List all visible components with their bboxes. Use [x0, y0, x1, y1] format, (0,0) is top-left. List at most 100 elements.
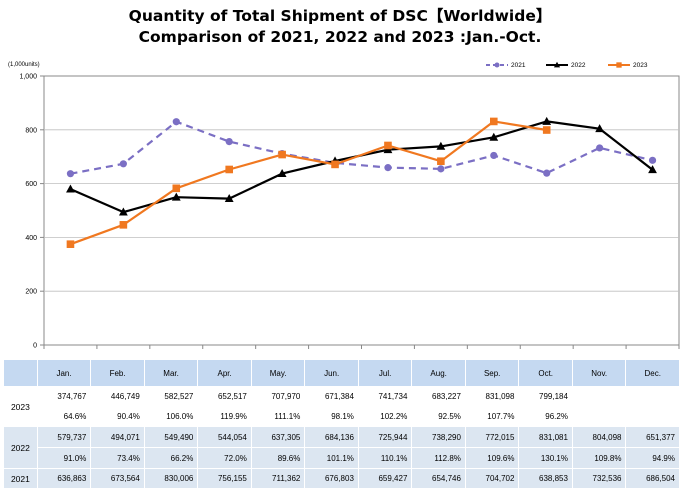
data-point-2021: [119, 160, 127, 168]
yoy-cell: 106.0%: [143, 406, 199, 427]
data-point-2022: [66, 184, 75, 193]
data-point-2022: [542, 116, 552, 125]
yoy-cell: [625, 406, 680, 427]
yoy-cell: 107.7%: [464, 406, 520, 427]
units-cell: 636,863: [36, 468, 92, 489]
month-header: Jul.: [357, 359, 413, 387]
data-point-2021: [596, 144, 604, 152]
month-header: Jun.: [304, 359, 359, 387]
units-cell: 579,737: [36, 426, 92, 448]
data-point-2021: [543, 169, 551, 177]
data-point-2022: [118, 207, 128, 216]
data-point-2023: [278, 150, 286, 159]
legend-marker: [553, 61, 561, 68]
data-point-2021: [437, 165, 445, 173]
units-cell: 725,944: [357, 426, 413, 448]
data-point-2022: [595, 124, 605, 133]
units-cell: 637,305: [250, 426, 306, 448]
yoy-cell: 90.4%: [90, 406, 145, 427]
units-cell: 831,081: [518, 426, 573, 448]
legend-item-2023: 2023: [608, 62, 648, 69]
legend-marker: [616, 62, 622, 68]
yoy-cell: [571, 406, 627, 427]
units-cell: 544,054: [197, 426, 252, 448]
month-header: Mar.: [143, 359, 199, 387]
units-cell: 673,564: [90, 468, 145, 489]
month-header: Sep.: [464, 359, 520, 387]
units-cell: 704,702: [464, 468, 520, 489]
yoy-cell: 119.9%: [197, 406, 252, 427]
y-tick-label: 1,000: [19, 74, 37, 81]
units-cell: 756,155: [197, 468, 252, 489]
title-line-1: Quantity of Total Shipment of DSC【Worldw…: [128, 7, 552, 25]
data-point-2023: [384, 141, 392, 150]
table-row: 91.0% 73.4% 66.2% 72.0% 89.6% 101.1% 110.1% 112…: [4, 447, 680, 469]
data-point-2023: [437, 157, 445, 166]
legend-label: 2022: [571, 62, 586, 69]
y-tick-label: 400: [25, 235, 37, 242]
month-header: Oct.: [518, 359, 573, 387]
yoy-cell: 112.8%: [411, 447, 466, 469]
month-header: Jan.: [36, 359, 92, 387]
units-cell: [625, 386, 680, 407]
data-point-2023: [225, 165, 234, 174]
yoy-cell: 91.0%: [36, 447, 92, 469]
data-point-2023: [66, 240, 75, 248]
table-corner: [3, 359, 38, 387]
units-cell: 374,767: [36, 386, 92, 407]
data-point-2022: [171, 192, 181, 201]
units-cell: 446,749: [90, 386, 145, 407]
yoy-cell: 94.9%: [625, 447, 680, 469]
units-cell: 671,384: [304, 386, 359, 407]
data-point-2021: [225, 137, 233, 146]
units-cell: 830,006: [143, 468, 199, 489]
y-tick-label: 600: [25, 181, 37, 188]
units-cell: 741,734: [357, 386, 413, 407]
data-point-2023: [489, 117, 498, 126]
table-row: 2021 636,863 673,564 830,006 756,155 711,362 6…: [3, 468, 680, 489]
units-cell: 799,184: [518, 386, 573, 407]
year-label: 2021: [3, 468, 38, 489]
units-cell: 686,504: [625, 468, 680, 489]
yoy-cell: 66.2%: [143, 447, 199, 469]
plot-area: [43, 75, 680, 346]
month-header: May.: [250, 359, 306, 387]
data-point-2021: [172, 118, 180, 126]
chart-title: Quantity of Total Shipment of DSC【Worldw…: [0, 6, 680, 48]
data-point-2022: [277, 168, 287, 177]
units-cell: 659,427: [357, 468, 413, 489]
legend-label: 2023: [633, 62, 648, 69]
legend-marker: [494, 62, 500, 68]
yoy-cell: 92.5%: [411, 406, 466, 427]
units-cell: 732,536: [571, 468, 627, 489]
units-cell: 707,970: [250, 386, 306, 407]
data-point-2023: [331, 160, 339, 169]
units-cell: 549,490: [143, 426, 199, 448]
units-cell: 654,746: [411, 468, 466, 489]
data-point-2021: [66, 170, 75, 178]
unit-label: (1,000units): [8, 62, 40, 68]
legend-item-2021: 2021: [486, 62, 526, 69]
units-cell: 676,803: [304, 468, 359, 489]
units-cell: 684,136: [304, 426, 359, 448]
data-point-2022: [224, 194, 234, 203]
month-header: Apr.: [197, 359, 252, 387]
yoy-cell: 89.6%: [250, 447, 306, 469]
yoy-cell: 110.1%: [357, 447, 413, 469]
year-label: 2023: [3, 386, 38, 427]
data-table: Jan. Feb. Mar. Apr. May. Jun. Jul. Aug. Sep. Oct.…: [3, 359, 680, 489]
table-header-row: Jan. Feb. Mar. Apr. May. Jun. Jul. Aug. Sep. Oct.…: [3, 359, 680, 387]
yoy-cell: 72.0%: [197, 447, 252, 469]
line-chart: 0 200 400 600 800 1,000 (1,000units) 2021 2022 20…: [8, 61, 680, 350]
data-point-2021: [648, 156, 657, 164]
units-cell: 638,853: [518, 468, 573, 489]
data-point-2022: [436, 141, 446, 150]
yoy-cell: 98.1%: [304, 406, 359, 427]
y-tick-label: 0: [33, 343, 37, 350]
units-cell: 772,015: [464, 426, 520, 448]
units-cell: 651,377: [625, 426, 680, 448]
data-point-2022: [648, 165, 657, 174]
month-header: Aug.: [411, 359, 466, 387]
yoy-cell: 111.1%: [250, 406, 306, 427]
units-cell: 582,527: [143, 386, 199, 407]
